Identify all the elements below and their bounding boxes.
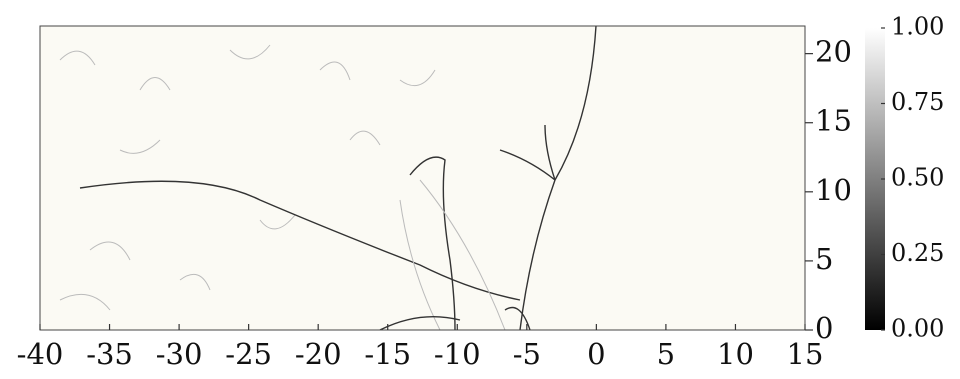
x-tick-label: -30 xyxy=(156,337,203,371)
colorbar-tick-label: 0.50 xyxy=(891,164,944,192)
colorbar-tick-label: 0.00 xyxy=(891,315,944,343)
plot-area xyxy=(40,26,805,330)
x-tick-label: -15 xyxy=(364,337,411,371)
x-tick-label: -20 xyxy=(295,337,342,371)
y-tick-label: 20 xyxy=(815,35,852,69)
x-tick-label: 0 xyxy=(587,337,605,371)
x-tick-label: -40 xyxy=(17,337,64,371)
y-tick-label: 0 xyxy=(815,311,833,345)
x-tick-label: -10 xyxy=(434,337,481,371)
plot-frame xyxy=(39,25,806,331)
colorbar-tick-label: 0.25 xyxy=(891,239,944,267)
y-tick-label: 5 xyxy=(815,242,833,276)
x-tick-label: -35 xyxy=(86,337,133,371)
colorbar-tick-label: 0.75 xyxy=(891,88,944,116)
x-tick-label: 5 xyxy=(657,337,675,371)
y-tick-label: 15 xyxy=(815,104,852,138)
x-tick-label: 15 xyxy=(787,337,824,371)
y-tick-label: 10 xyxy=(815,173,852,207)
x-tick-label: 10 xyxy=(717,337,754,371)
x-tick-label: -25 xyxy=(225,337,272,371)
x-tick-label: -5 xyxy=(513,337,541,371)
colorbar xyxy=(865,28,885,330)
colorbar-tick-label: 1.00 xyxy=(891,13,944,41)
